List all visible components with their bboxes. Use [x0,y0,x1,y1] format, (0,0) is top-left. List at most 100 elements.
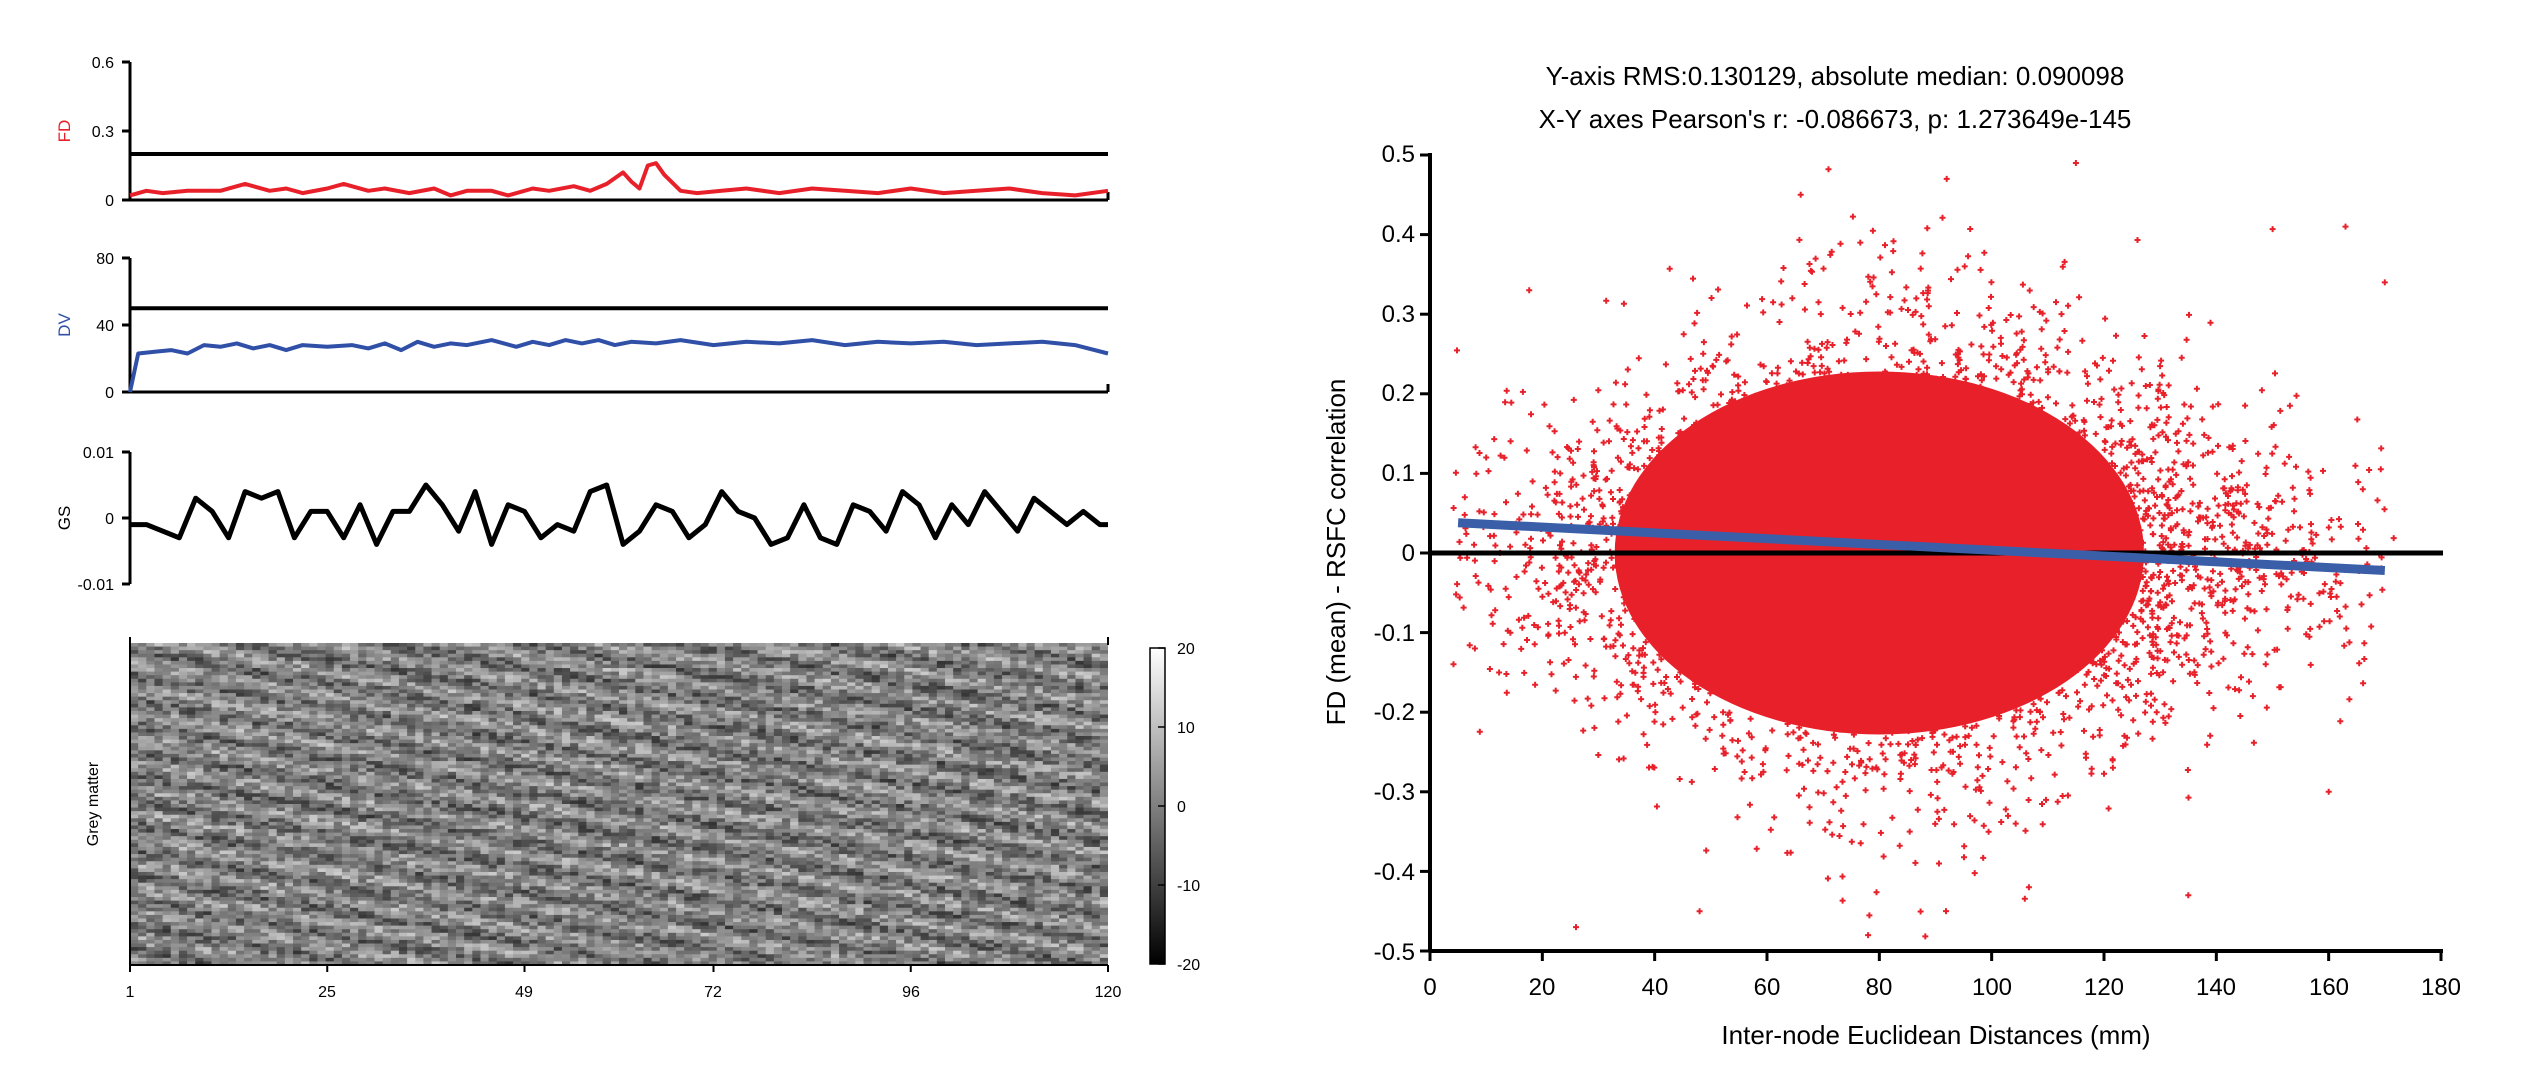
heatmap-cell [472,757,482,762]
heatmap-cell [716,685,726,691]
heatmap-cell [464,678,473,683]
heatmap-cell [993,725,1003,730]
heatmap-cell [235,689,245,694]
heatmap-cell [382,660,392,666]
heatmap-cell [757,703,767,708]
heatmap-cell [398,685,408,691]
heatmap-cell [627,664,636,669]
heatmap-cell [398,650,408,655]
heatmap-cell [211,682,221,687]
heatmap-cell [806,678,816,683]
heatmap-cell [350,678,359,683]
heatmap-cell [659,771,669,776]
heatmap-cell [1067,732,1076,737]
heatmap-cell [358,671,367,676]
heatmap-cell [839,653,848,658]
heatmap-cell [610,753,620,759]
heatmap-cell [350,764,359,769]
heatmap-cell [782,736,791,741]
heatmap-cell [431,703,441,708]
heatmap-cell [716,771,726,776]
heatmap-cell [301,650,310,655]
heatmap-cell [920,743,930,748]
heatmap-cell [765,657,775,662]
heatmap-cell [1083,725,1093,730]
heatmap-cell [390,678,400,683]
heatmap-cell [643,685,653,691]
heatmap-cell [472,736,482,741]
heatmap-cell [716,657,726,662]
heatmap-cell [439,675,449,680]
heatmap-cell [936,761,946,766]
heatmap-cell [904,664,913,669]
heatmap-cell [472,653,482,658]
heatmap-cell [773,682,783,687]
heatmap-cell [447,764,457,769]
heatmap-cell [138,693,147,698]
heatmap-cell [1083,664,1093,669]
heatmap-cell [219,675,229,680]
heatmap-cell [920,775,930,780]
heatmap-cell [260,707,270,712]
heatmap-cell [350,703,359,708]
heatmap-cell [447,714,457,719]
heatmap-cell [945,685,954,691]
heatmap-cell [1018,721,1028,726]
heatmap-cell [887,714,897,719]
heatmap-cell [855,739,865,744]
heatmap-cell [488,732,498,737]
heatmap-cell [969,643,979,648]
heatmap-cell [749,714,759,719]
heatmap-cell [863,725,873,730]
heatmap-cell [309,771,319,776]
heatmap-cell [1059,771,1068,776]
heatmap-cell [545,775,555,780]
heatmap-cell [741,693,750,698]
heatmap-cell [545,761,555,766]
heatmap-cell [945,750,954,755]
heatmap-cell [187,786,196,791]
heatmap-cell [187,753,196,759]
heatmap-cell [325,685,335,691]
heatmap-cell [561,664,571,669]
heatmap-cell [211,693,221,698]
heatmap-cell [790,761,799,766]
heatmap-cell [839,696,848,701]
heatmap-cell [488,646,498,651]
fd-series-line [129,161,1109,198]
heatmap-cell [896,693,905,698]
heatmap-cell [195,746,204,751]
heatmap-cell [1010,660,1019,666]
heatmap-cell [472,732,482,737]
heatmap-cell [692,768,702,773]
heatmap-cell [146,789,156,794]
heatmap-cell [977,685,987,691]
heatmap-cell [447,675,457,680]
heatmap-cell [953,725,962,730]
heatmap-cell [969,650,979,655]
heatmap-cell [749,650,759,655]
heatmap-cell [1091,786,1101,791]
heatmap-cell [447,721,457,726]
heatmap-cell [439,714,449,719]
heatmap-cell [219,657,229,662]
heatmap-cell [504,750,514,755]
heatmap-cell [578,768,587,773]
heatmap-cell [863,653,873,658]
heatmap-cell [235,707,245,712]
heatmap-cell [1042,782,1052,787]
heatmap-cell [203,736,213,741]
heatmap-cell [1026,650,1036,655]
heatmap-cell [1018,689,1028,694]
heatmap-cell [936,721,946,726]
heatmap-cell [879,685,889,691]
heatmap-cell [170,775,180,780]
heatmap-cell [1026,778,1036,784]
heatmap-cell [1067,782,1076,787]
heatmap-cell [456,703,465,708]
heatmap-cell [733,786,742,791]
heatmap-cell [1075,693,1085,698]
heatmap-cell [993,750,1003,755]
heatmap-cell [578,675,587,680]
heatmap-cell [1026,668,1036,673]
